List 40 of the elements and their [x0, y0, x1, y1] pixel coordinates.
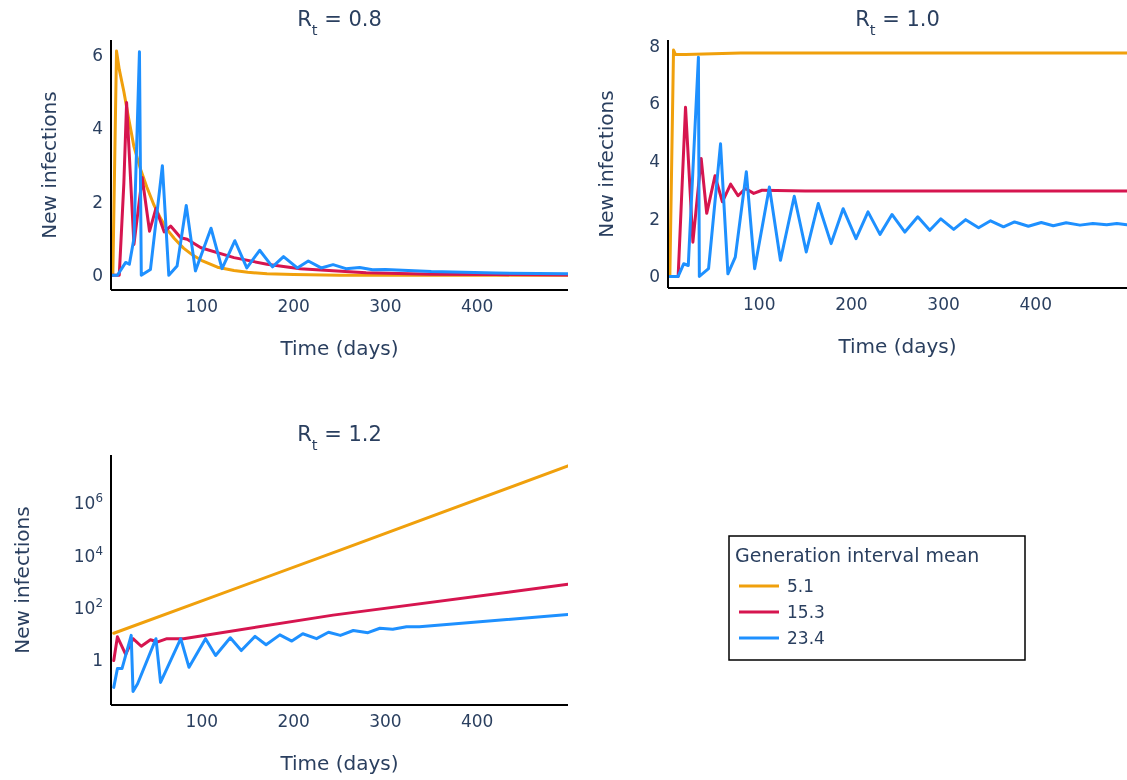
y-tick-label: 6 — [92, 44, 103, 65]
y-tick-label: 8 — [649, 35, 660, 56]
y-tick-label: 4 — [92, 118, 103, 139]
chart-title: R$_{t}$ = 0.8 — [297, 7, 382, 38]
y-tick-label: 10$^{4}$ — [73, 543, 103, 566]
y-tick-label: 2 — [92, 191, 103, 212]
x-axis-title: Time (days) — [279, 751, 399, 775]
x-tick-label: 100 — [185, 296, 219, 316]
line-series — [112, 582, 568, 662]
y-tick-label: 6 — [649, 93, 660, 114]
x-tick-label: 400 — [460, 711, 494, 731]
x-tick-label: 400 — [460, 296, 494, 316]
x-tick-label: 200 — [277, 296, 310, 316]
x-tick-label: 300 — [369, 711, 402, 731]
y-axis-title: New infections — [594, 90, 618, 238]
x-tick-label: 400 — [1019, 294, 1052, 314]
legend-label: 5.1 — [787, 575, 815, 596]
x-axis-title: Time (days) — [837, 334, 957, 358]
chart-title: R$_{t}$ = 1.2 — [297, 422, 382, 453]
x-tick-label: 300 — [927, 294, 960, 314]
y-tick-label: 10$^{6}$ — [73, 491, 103, 514]
x-tick-label: 200 — [277, 711, 310, 731]
y-axis-title: New infections — [10, 506, 34, 654]
legend-label: 15.3 — [787, 601, 825, 622]
x-tick-label: 200 — [835, 294, 868, 314]
y-tick-label: 2 — [649, 208, 660, 229]
x-tick-label: 100 — [743, 294, 776, 314]
y-tick-label: 0 — [92, 265, 103, 286]
y-tick-label: 0 — [649, 266, 660, 287]
legend-title: Generation interval mean — [735, 544, 980, 566]
line-series — [112, 613, 568, 693]
y-tick-label: 1 — [92, 650, 103, 671]
y-axis-title: New infections — [37, 91, 61, 239]
chart-title: R$_{t}$ = 1.0 — [855, 7, 940, 38]
legend-label: 23.4 — [787, 627, 825, 648]
y-tick-label: 4 — [649, 151, 660, 172]
x-tick-label: 100 — [185, 711, 219, 731]
y-tick-label: 10$^{2}$ — [73, 596, 103, 619]
x-axis-title: Time (days) — [279, 336, 399, 360]
x-tick-label: 300 — [369, 296, 402, 316]
